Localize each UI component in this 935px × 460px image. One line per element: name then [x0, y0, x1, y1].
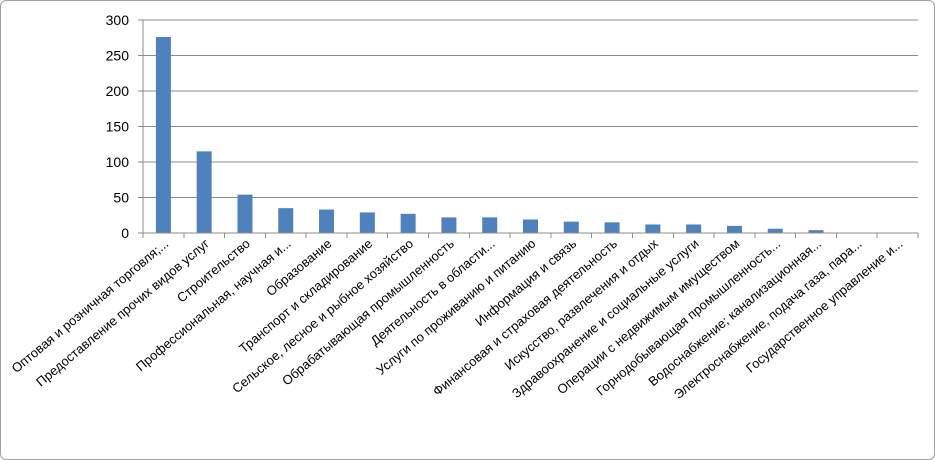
y-tick-label: 100 [106, 154, 130, 170]
bar [645, 224, 661, 233]
bar [441, 217, 457, 233]
bar [482, 217, 498, 233]
bar [523, 219, 538, 233]
bar [196, 151, 212, 233]
y-tick-label: 300 [106, 12, 130, 28]
bar [563, 221, 579, 233]
bar [767, 228, 783, 233]
x-tick-label: Электроснабжение, подача газа, пара... [671, 236, 865, 402]
bars [155, 37, 824, 233]
bar [278, 208, 294, 233]
bar [726, 225, 742, 233]
bar [604, 222, 620, 233]
y-tick-label: 150 [106, 119, 130, 135]
bar [400, 213, 416, 233]
y-axis: 0 50 100 150 200 250 300 [106, 12, 144, 241]
bar [686, 224, 702, 233]
y-tick-label: 0 [121, 225, 129, 241]
y-tick-label: 200 [106, 83, 130, 99]
y-tick-label: 50 [113, 190, 129, 206]
bar [808, 230, 824, 233]
bar [359, 212, 375, 233]
bar [237, 194, 253, 233]
gridlines [143, 19, 918, 234]
bar [319, 209, 335, 233]
bar [155, 37, 171, 233]
y-tick-label: 250 [106, 48, 130, 64]
x-tick-label: Предоставление прочих видов услуг [33, 236, 212, 390]
x-axis: Оптовая и розничная торговля;...Предоста… [9, 232, 919, 402]
